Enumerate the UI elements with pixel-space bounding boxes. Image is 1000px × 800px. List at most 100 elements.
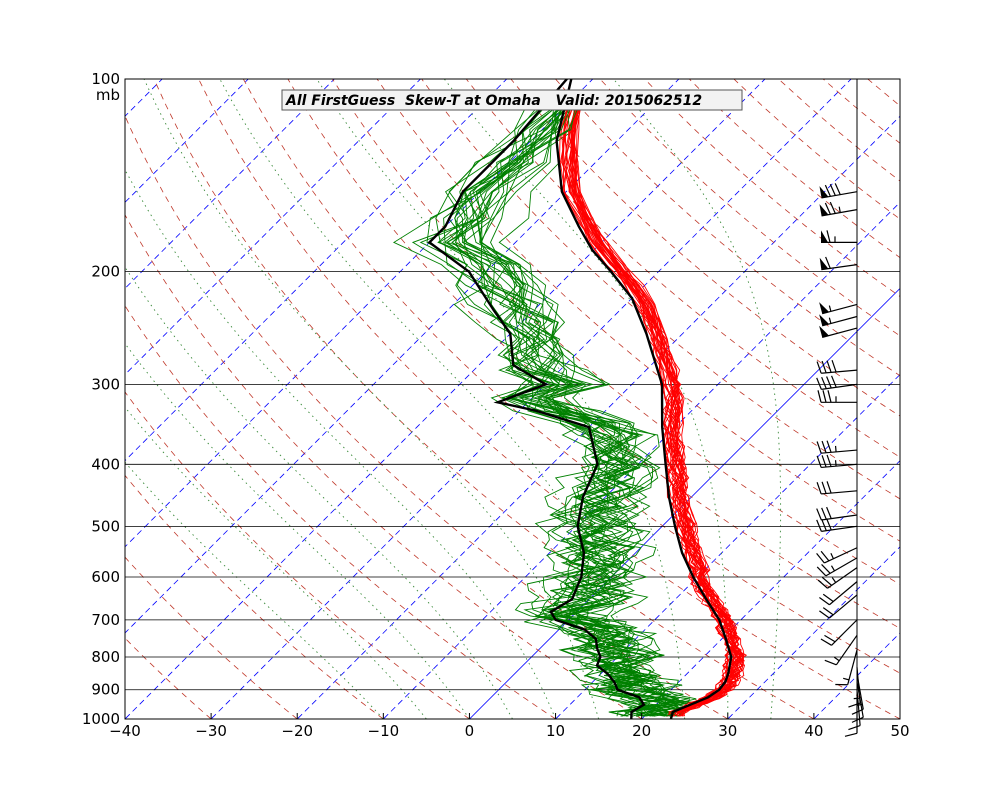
wind-barb [824,634,858,666]
wind-barb-staff [822,327,858,338]
wind-barb-staff [856,681,864,718]
analysis-profiles [427,79,733,719]
background-lines [125,50,1000,733]
x-tick-label: −20 [281,722,313,740]
isotherm-line [296,115,900,719]
isotherm-line [555,373,900,719]
dry-adiabat-line [287,79,900,629]
x-tick-label: 30 [718,722,737,740]
chart-title-text: All FirstGuess Skew-T at Omaha Valid: 20… [285,93,702,109]
wind-barb-staff [821,449,858,454]
wind-barb-feather [826,454,832,467]
pressure-tick-label: 500 [91,517,120,535]
moist-adiabat-line [125,342,470,719]
wind-barb-feather [821,564,831,574]
wind-barb [819,183,858,199]
wind-barb-feather [826,376,832,389]
dry-adiabat-line [332,79,900,585]
wind-barb-staff [856,673,864,710]
wind-barb [816,518,858,532]
plot-frame [124,78,901,720]
wind-barb [851,681,864,723]
wind-barb-half-feather [830,553,834,559]
wind-barb-feather [821,518,827,531]
wind-barb-flag [819,257,829,270]
x-tick-label: −10 [368,722,400,740]
x-tick-label: 10 [546,722,565,740]
wind-barb-staff [835,634,858,666]
wind-barb [844,697,858,737]
isotherm-line [899,718,900,719]
wind-barb [817,567,858,589]
wind-barb [816,375,858,390]
wind-barb-feather [826,506,832,519]
wind-barb-feather [820,638,832,646]
isotherm-line [641,460,900,719]
x-tick-label: −30 [195,722,227,740]
wind-barb-feather [829,201,836,214]
wind-barb-feather [829,183,836,196]
isotherm-line [973,50,1000,733]
wind-barb-feather [844,732,858,737]
wind-barb-half-feather [838,206,841,213]
wind-barb-half-feather [828,305,832,312]
moist-adiabat-line [613,79,782,719]
wind-barb-staff [822,303,858,315]
chart-title-box [281,89,743,111]
wind-barb-feather [816,552,825,564]
ensemble-dewpoint-line [419,92,688,717]
moist-adiabat-line [316,79,686,719]
moist-adiabat-line [125,406,427,719]
wind-barb-feather [816,455,822,468]
wind-barb-half-feather [828,317,832,324]
pressure-unit-label: mb [96,86,120,104]
pressure-tick-label: 400 [91,455,120,473]
wind-barb [848,689,861,731]
pressure-tick-label: 100 [91,70,120,88]
ensemble-temperature-line [561,92,735,717]
wind-barb-staff [821,525,858,532]
wind-barb-feather [821,440,827,453]
pressure-tick-label: 200 [91,263,120,281]
wind-barb-half-feather [830,565,836,572]
wind-barb-feather [817,390,822,403]
wind-barb-staff [847,649,858,685]
wind-barb-feather [848,725,861,731]
wind-barb [820,619,858,646]
wind-barb-staff [821,490,858,495]
wind-barb-half-feather [834,460,837,467]
wind-barb-staff [829,594,858,619]
wind-barb [819,594,858,619]
wind-barb [816,360,858,374]
wind-barb-feather [826,230,831,243]
wind-barb-feather [824,659,837,666]
wind-barb [835,649,858,686]
wind-barb-staff [821,209,858,217]
wind-barb [819,325,858,338]
wind-barb-feather [831,360,837,373]
isotherm-line [125,79,249,203]
wind-barb-feather [851,716,864,723]
wind-barb [816,454,858,469]
moist-adiabat-line [143,79,600,719]
pressure-tick-label: 700 [91,611,120,629]
wind-barb [816,506,858,521]
analysis-temperature-line [555,79,733,719]
pressure-tick-label: 600 [91,568,120,586]
wind-barb-feather [816,377,822,390]
wind-barb-staff [824,547,858,564]
x-tick-label: 0 [465,722,475,740]
wind-barb-half-feather [831,577,837,583]
dry-adiabat-line [510,79,900,417]
dry-adiabat-line [376,79,900,542]
x-tick-label: 20 [632,722,651,740]
wind-barb-flag [821,230,828,243]
dry-adiabat-line [125,214,642,719]
x-tick-label: −40 [109,722,141,740]
wind-barb-feather [821,576,832,586]
ensemble-temperature-line [571,92,743,717]
wind-barb-feather [824,634,836,643]
wind-barb-feather [826,518,832,531]
